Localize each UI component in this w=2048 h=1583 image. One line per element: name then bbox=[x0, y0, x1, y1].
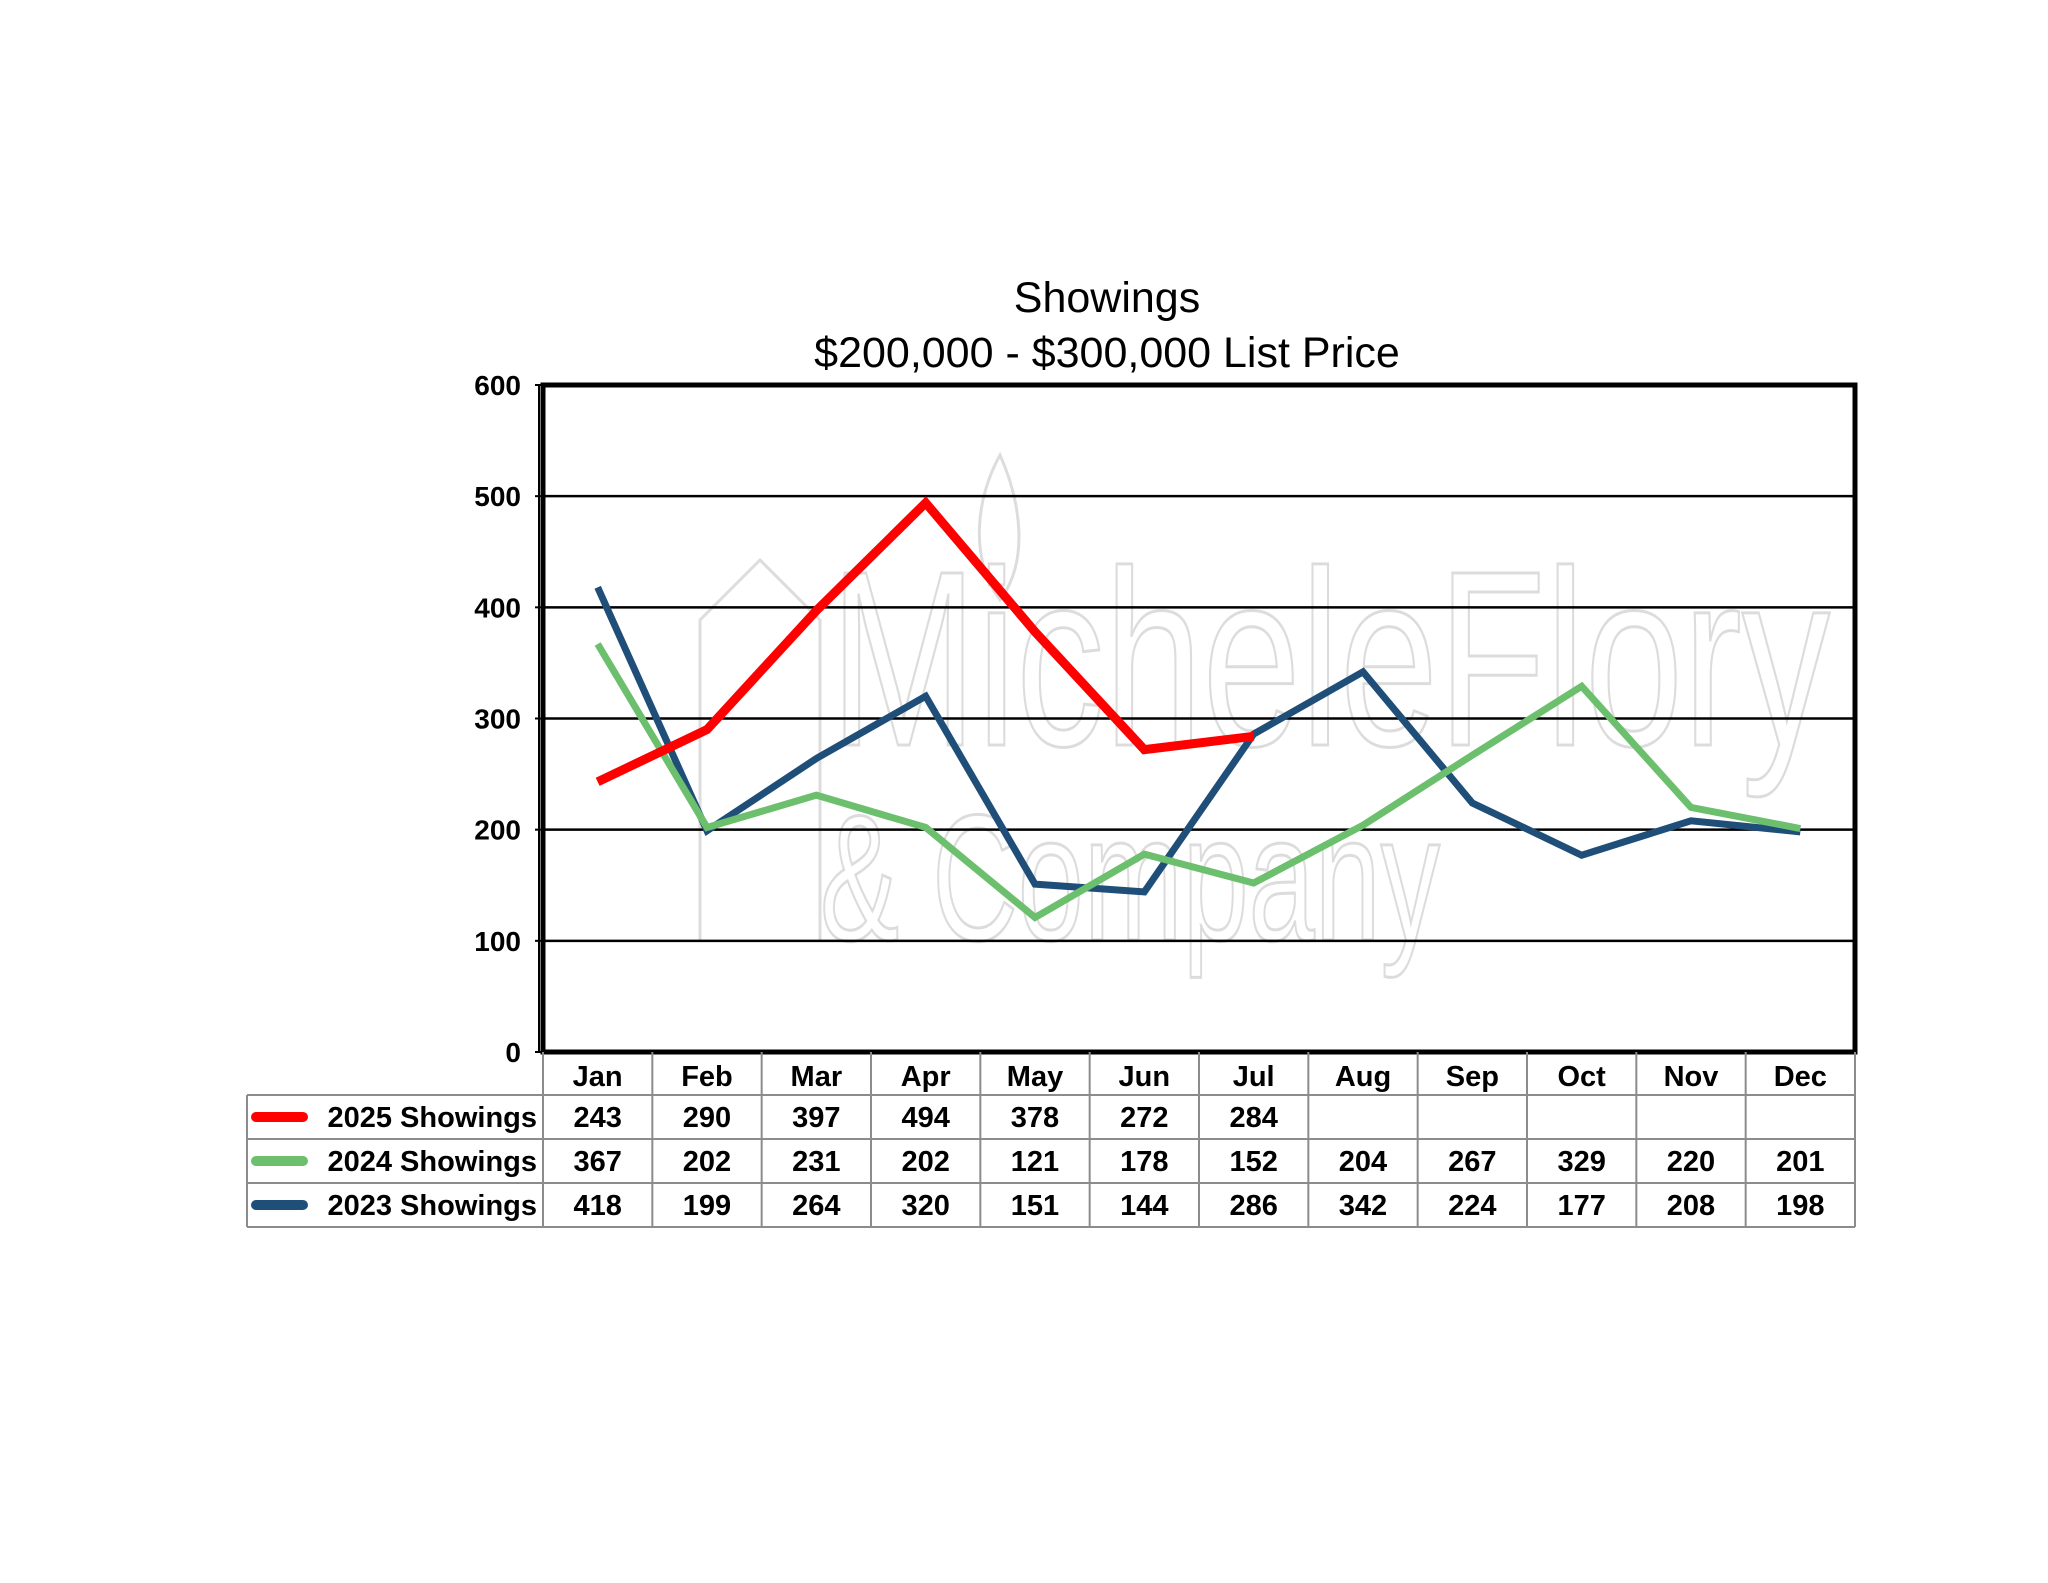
watermark-logo: MicheleFlory & Company bbox=[698, 451, 1832, 981]
watermark-house-icon bbox=[698, 557, 822, 940]
y-tick-label: 100 bbox=[474, 926, 521, 957]
data-label: 231 bbox=[792, 1146, 840, 1178]
y-tick-label: 500 bbox=[474, 481, 521, 512]
y-tick-label: 300 bbox=[474, 704, 521, 735]
data-label: 201 bbox=[1776, 1146, 1824, 1178]
series-line-2023-showings bbox=[594, 585, 1801, 896]
y-tick-label: 0 bbox=[505, 1037, 521, 1068]
data-label: 342 bbox=[1339, 1190, 1387, 1222]
x-tick-label: Mar bbox=[791, 1061, 843, 1093]
y-tick-label: 400 bbox=[474, 592, 521, 623]
x-tick-label: Oct bbox=[1557, 1061, 1606, 1093]
data-label: 329 bbox=[1557, 1146, 1605, 1178]
data-label: 220 bbox=[1667, 1146, 1715, 1178]
data-label: 121 bbox=[1011, 1146, 1059, 1178]
data-label: 202 bbox=[901, 1146, 949, 1178]
data-label: 494 bbox=[901, 1102, 949, 1134]
table-row: 2025 Showings 243 290 397 494 378 272 284 bbox=[251, 1102, 1278, 1134]
data-label: 144 bbox=[1120, 1190, 1168, 1222]
data-label: 202 bbox=[683, 1146, 731, 1178]
watermark-tree-icon bbox=[977, 451, 1021, 603]
data-label: 267 bbox=[1448, 1146, 1496, 1178]
data-label: 418 bbox=[573, 1190, 621, 1222]
x-tick-label: Jan bbox=[573, 1061, 623, 1093]
y-tick-label: 600 bbox=[474, 370, 521, 401]
data-table: Jan Feb Mar Apr May Jun Jul Aug Sep Oct Nov Dec 2025… bbox=[246, 1052, 1856, 1228]
legend-label: 2024 Showings bbox=[327, 1146, 537, 1178]
watermark-line1: MicheleFlory bbox=[830, 519, 1830, 798]
x-tick-label: Nov bbox=[1664, 1061, 1719, 1093]
x-tick-label: Jun bbox=[1119, 1061, 1171, 1093]
data-label: 178 bbox=[1120, 1146, 1168, 1178]
x-tick-label: Jul bbox=[1233, 1061, 1275, 1093]
chart-subtitle: $200,000 - $300,000 List Price bbox=[814, 329, 1400, 377]
series-2025-showings bbox=[595, 496, 1255, 786]
data-label: 151 bbox=[1011, 1190, 1059, 1222]
data-label: 378 bbox=[1011, 1102, 1059, 1134]
data-label: 204 bbox=[1339, 1146, 1387, 1178]
data-label: 272 bbox=[1120, 1102, 1168, 1134]
data-label: 224 bbox=[1448, 1190, 1496, 1222]
legend-label: 2025 Showings bbox=[327, 1102, 537, 1134]
x-tick-label: Dec bbox=[1774, 1061, 1827, 1093]
data-label: 290 bbox=[683, 1102, 731, 1134]
gridlines bbox=[543, 494, 1855, 943]
series-2024-showings bbox=[594, 642, 1801, 922]
series-2023-showings bbox=[594, 585, 1801, 896]
data-label: 367 bbox=[573, 1146, 621, 1178]
data-label: 198 bbox=[1776, 1190, 1824, 1222]
data-label: 208 bbox=[1667, 1190, 1715, 1222]
data-label: 284 bbox=[1229, 1102, 1277, 1134]
legend-label: 2023 Showings bbox=[327, 1190, 537, 1222]
data-label: 397 bbox=[792, 1102, 840, 1134]
y-tick-label: 200 bbox=[474, 815, 521, 846]
data-label: 177 bbox=[1557, 1190, 1605, 1222]
data-label: 152 bbox=[1229, 1146, 1277, 1178]
data-label: 320 bbox=[901, 1190, 949, 1222]
data-label: 264 bbox=[792, 1190, 840, 1222]
series-line-2024-showings bbox=[594, 642, 1801, 922]
data-label: 286 bbox=[1229, 1190, 1277, 1222]
x-tick-label: Aug bbox=[1335, 1061, 1391, 1093]
data-label: 199 bbox=[683, 1190, 731, 1222]
x-tick-label: Feb bbox=[681, 1061, 733, 1093]
table-row: 2023 Showings 418 199 264 320 151 144 286 342 224… bbox=[251, 1190, 1825, 1222]
x-tick-label: May bbox=[1007, 1061, 1063, 1093]
watermark-line2: & Company bbox=[820, 778, 1440, 979]
series-lines bbox=[594, 496, 1801, 922]
x-tick-label: Sep bbox=[1446, 1061, 1499, 1093]
x-tick-label: Apr bbox=[901, 1061, 951, 1093]
table-row: 2024 Showings 367 202 231 202 121 178 152 204 267… bbox=[251, 1146, 1825, 1178]
y-axis: 0 100 200 300 400 500 600 bbox=[474, 370, 543, 1068]
data-label: 243 bbox=[573, 1102, 621, 1134]
chart-title: Showings bbox=[1014, 274, 1200, 322]
